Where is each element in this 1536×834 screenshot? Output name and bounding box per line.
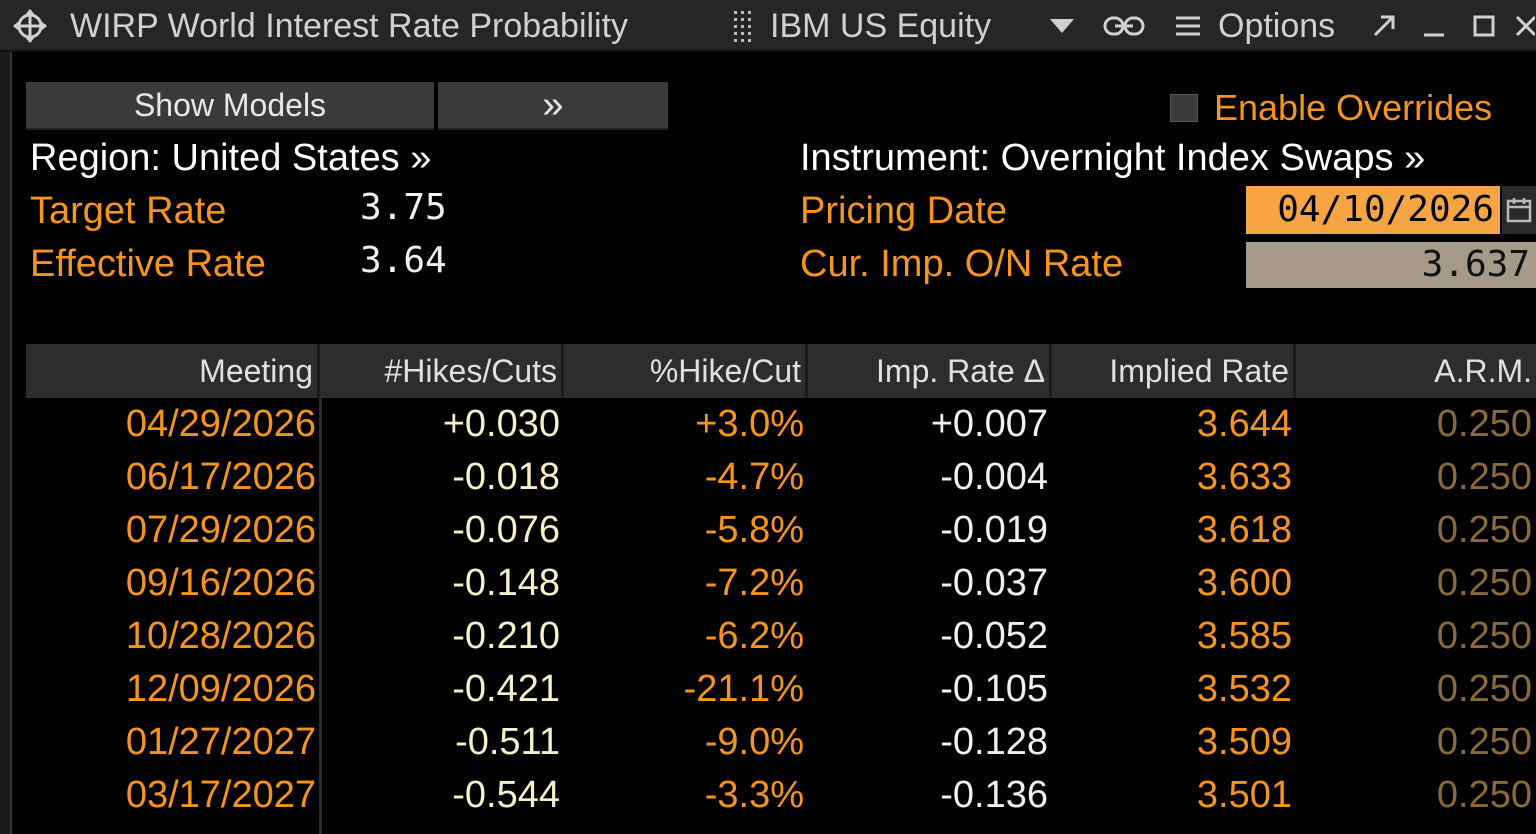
implied-rate-value: 3.600 xyxy=(1196,562,1292,604)
column-header-implied-rate[interactable]: Implied Rate xyxy=(1052,344,1296,398)
arm-value: 0.250 xyxy=(1436,562,1532,604)
table-row[interactable]: 06/17/2026 -0.018 -4.7% -0.004 3.633 0.2… xyxy=(26,451,1536,504)
implied-rate-value: 3.509 xyxy=(1196,721,1292,763)
imp-rate-delta-value: -0.004 xyxy=(940,456,1048,498)
move-icon[interactable] xyxy=(8,0,52,52)
meeting-date: 03/17/2027 xyxy=(125,774,316,816)
table-row[interactable]: 04/29/2026 +0.030 +3.0% +0.007 3.644 0.2… xyxy=(26,398,1536,451)
imp-rate-delta-value: -0.128 xyxy=(940,721,1048,763)
imp-rate-delta-value: +0.007 xyxy=(930,403,1048,445)
enable-overrides-checkbox[interactable] xyxy=(1170,94,1198,122)
target-rate-label: Target Rate xyxy=(30,190,227,232)
hikes-cuts-value: -0.018 xyxy=(452,456,560,498)
security-label[interactable]: IBM US Equity xyxy=(770,7,992,45)
imp-rate-delta-value: -0.105 xyxy=(940,668,1048,710)
meeting-date: 07/29/2026 xyxy=(125,509,316,551)
column-header-arm[interactable]: A.R.M. xyxy=(1434,353,1532,389)
table-header: Meeting #Hikes/Cuts %Hike/Cut Imp. Rate … xyxy=(26,344,1536,398)
column-header-pct-hike-cut[interactable]: %Hike/Cut xyxy=(564,344,808,398)
target-rate-value: 3.75 xyxy=(360,187,447,228)
arm-value: 0.250 xyxy=(1436,774,1532,816)
imp-rate-delta-value: -0.052 xyxy=(940,615,1048,657)
table-row[interactable]: 10/28/2026 -0.210 -6.2% -0.052 3.585 0.2… xyxy=(26,610,1536,663)
column-header-hikes-cuts[interactable]: #Hikes/Cuts xyxy=(320,344,564,398)
arm-value: 0.250 xyxy=(1436,456,1532,498)
column-header-imp-rate-delta[interactable]: Imp. Rate Δ xyxy=(808,344,1052,398)
cur-imp-rate-label: Cur. Imp. O/N Rate xyxy=(800,243,1124,285)
chevron-down-icon[interactable] xyxy=(1046,0,1078,52)
minimize-icon[interactable] xyxy=(1418,0,1450,52)
pct-hike-cut-value: -9.0% xyxy=(704,721,804,763)
table-row[interactable]: 12/09/2026 -0.421 -21.1% -0.105 3.532 0.… xyxy=(26,663,1536,716)
pct-hike-cut-value: -21.1% xyxy=(683,668,804,710)
implied-rate-value: 3.644 xyxy=(1196,403,1292,445)
effective-rate-value: 3.64 xyxy=(360,240,447,281)
table-row[interactable]: 07/29/2026 -0.076 -5.8% -0.019 3.618 0.2… xyxy=(26,504,1536,557)
hikes-cuts-value: +0.030 xyxy=(442,403,560,445)
pct-hike-cut-value: -7.2% xyxy=(704,562,804,604)
hikes-cuts-value: -0.421 xyxy=(452,668,560,710)
meeting-date: 12/09/2026 xyxy=(125,668,316,710)
effective-rate-label: Effective Rate xyxy=(30,243,266,285)
meeting-date: 10/28/2026 xyxy=(125,615,316,657)
menu-icon[interactable] xyxy=(1174,0,1202,52)
pct-hike-cut-value: -5.8% xyxy=(704,509,804,551)
imp-rate-delta-value: -0.136 xyxy=(940,774,1048,816)
pct-hike-cut-value: -6.2% xyxy=(704,615,804,657)
pricing-date-label: Pricing Date xyxy=(800,190,1007,232)
calendar-icon[interactable] xyxy=(1502,186,1536,234)
implied-rate-value: 3.501 xyxy=(1196,774,1292,816)
table-row[interactable]: 03/17/2027 -0.544 -3.3% -0.136 3.501 0.2… xyxy=(26,769,1536,822)
column-header-meeting[interactable]: Meeting xyxy=(26,344,320,398)
close-icon[interactable] xyxy=(1514,0,1536,52)
hikes-cuts-value: -0.148 xyxy=(452,562,560,604)
window-title: WIRP World Interest Rate Probability xyxy=(70,7,629,45)
region-selector[interactable]: Region: United States » xyxy=(30,137,432,179)
hikes-cuts-value: -0.511 xyxy=(455,721,560,763)
hikes-cuts-value: -0.544 xyxy=(452,774,560,816)
implied-rate-value: 3.585 xyxy=(1196,615,1292,657)
implied-rate-value: 3.633 xyxy=(1196,456,1292,498)
show-models-button[interactable]: Show Models xyxy=(26,82,434,130)
instrument-selector[interactable]: Instrument: Overnight Index Swaps » xyxy=(800,137,1426,179)
column-divider xyxy=(319,398,322,834)
arm-value: 0.250 xyxy=(1436,509,1532,551)
arm-value: 0.250 xyxy=(1436,403,1532,445)
arm-value: 0.250 xyxy=(1436,615,1532,657)
hikes-cuts-value: -0.210 xyxy=(452,615,560,657)
arm-value: 0.250 xyxy=(1436,668,1532,710)
drag-handle-icon[interactable] xyxy=(730,0,756,52)
expand-button[interactable]: » xyxy=(438,82,668,130)
arm-value: 0.250 xyxy=(1436,721,1532,763)
link-icon[interactable] xyxy=(1102,0,1146,52)
meeting-date: 09/16/2026 xyxy=(125,562,316,604)
hikes-cuts-value: -0.076 xyxy=(452,509,560,551)
window-frame xyxy=(0,52,12,834)
cur-imp-rate-field[interactable]: 3.637 xyxy=(1246,242,1536,288)
meeting-date: 04/29/2026 xyxy=(125,403,316,445)
enable-overrides-toggle[interactable]: Enable Overrides xyxy=(1170,86,1492,130)
pricing-date-field[interactable]: 04/10/2026 xyxy=(1246,186,1500,234)
table-row[interactable]: 09/16/2026 -0.148 -7.2% -0.037 3.600 0.2… xyxy=(26,557,1536,610)
table-row[interactable]: 01/27/2027 -0.511 -9.0% -0.128 3.509 0.2… xyxy=(26,716,1536,769)
imp-rate-delta-value: -0.037 xyxy=(940,562,1048,604)
pct-hike-cut-value: +3.0% xyxy=(695,403,804,445)
meeting-date: 01/27/2027 xyxy=(125,721,316,763)
options-menu[interactable]: Options xyxy=(1218,7,1336,45)
implied-rate-value: 3.532 xyxy=(1196,668,1292,710)
enable-overrides-label: Enable Overrides xyxy=(1214,87,1493,128)
maximize-icon[interactable] xyxy=(1468,0,1500,52)
popout-icon[interactable] xyxy=(1368,0,1400,52)
implied-rate-value: 3.618 xyxy=(1196,509,1292,551)
title-bar: WIRP World Interest Rate Probability IBM… xyxy=(0,0,1536,52)
imp-rate-delta-value: -0.019 xyxy=(940,509,1048,551)
pct-hike-cut-value: -3.3% xyxy=(704,774,804,816)
pct-hike-cut-value: -4.7% xyxy=(704,456,804,498)
meeting-date: 06/17/2026 xyxy=(125,456,316,498)
